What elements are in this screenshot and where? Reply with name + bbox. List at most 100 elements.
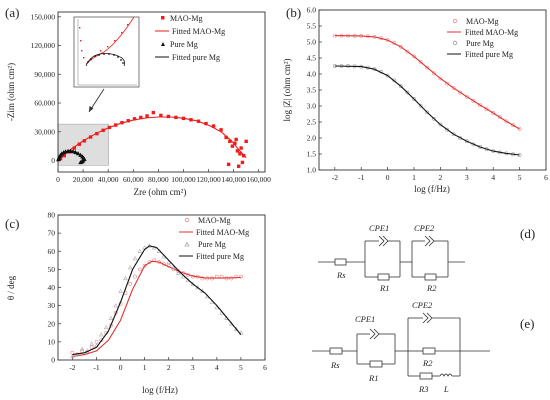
- x-tick-label: 2: [439, 173, 443, 182]
- legend-label-mao-mg: MAO-Mg: [466, 17, 498, 26]
- data-point-pure-mg: [79, 346, 85, 351]
- data-point-mao-mg: [418, 59, 423, 64]
- data-point-mao-mg: [166, 114, 171, 119]
- x-tick-label: 140,000: [221, 175, 246, 184]
- x-tick-label: 1: [412, 173, 416, 182]
- data-point-mao-mg: [478, 103, 482, 107]
- x-axis-label-b: log (f/Hz): [414, 184, 450, 194]
- data-point-pure-mg: [89, 341, 95, 346]
- data-point-mao-mg: [244, 139, 248, 144]
- y-tick-label: 80: [48, 211, 56, 220]
- y-tick-label: 40: [48, 283, 56, 292]
- y-tick-label: 90,000: [34, 70, 55, 79]
- panel-label-a: (a): [5, 5, 19, 20]
- data-point-mao-mg: [458, 90, 463, 95]
- series-line-fitted-pure-mg: [334, 65, 520, 156]
- label-r1: R1: [379, 283, 389, 293]
- data-point-mao-mg: [438, 76, 443, 81]
- label-cpe1: CPE1: [369, 223, 389, 233]
- data-point-pure-mg: [123, 276, 128, 281]
- legend-label-pure-mg: Pure Mg: [170, 40, 198, 49]
- plot-frame-b: [318, 9, 547, 171]
- data-point-mao-mg: [145, 114, 149, 118]
- x-tick-label: -1: [93, 363, 99, 372]
- data-point-mao-mg: [137, 267, 142, 272]
- data-point-mao-mg: [151, 110, 156, 115]
- data-point-mao-mg: [398, 44, 403, 49]
- data-point-mao-mg: [451, 86, 456, 90]
- y-tick-label: 5.5: [307, 22, 317, 31]
- data-point-mao-mg: [234, 137, 238, 142]
- data-point-mao-mg: [72, 146, 77, 150]
- legend-marker-mao-mg: [161, 16, 165, 20]
- data-point-pure-mg: [113, 303, 119, 308]
- data-point-mao-mg: [431, 71, 436, 76]
- panel-label-e: (e): [520, 316, 534, 331]
- data-point-mao-mg: [235, 149, 240, 153]
- resistor-r3: [419, 372, 433, 380]
- cpe2-element: [422, 312, 433, 324]
- data-point-mao-mg: [239, 146, 243, 150]
- resistor-rs: [334, 258, 347, 266]
- y-tick-label: 3.0: [307, 102, 317, 111]
- label-rs: Rs: [336, 270, 346, 280]
- data-point-mao-mg: [511, 123, 515, 128]
- label-r2: R2: [422, 358, 433, 368]
- series-line-fitted-mao-mg: [72, 260, 241, 357]
- data-point-mao-mg: [491, 111, 496, 115]
- y-tick-label: 5.0: [307, 38, 317, 47]
- data-point-pure-mg: [118, 288, 123, 293]
- x-tick-label: 40,000: [98, 175, 119, 184]
- data-point-pure-mg: [385, 73, 390, 78]
- resistor-r2: [424, 273, 437, 281]
- legend-marker-mao-mg: [184, 217, 190, 223]
- x-tick-label: 3: [465, 173, 469, 182]
- data-point-pure-mg: [464, 139, 469, 144]
- legend-label-pure-mg: Pure Mg: [466, 39, 494, 48]
- data-point-mao-mg: [219, 128, 223, 132]
- y-axis-label-c: θ / deg: [6, 275, 16, 300]
- resistor-r1: [377, 273, 390, 281]
- panel-label-d: (d): [520, 226, 535, 241]
- data-point-mao-mg: [239, 274, 243, 279]
- x-tick-label: -2: [332, 173, 338, 182]
- legend-a: MAO-Mg Fitted MAO-Mg Pure Mg Fitted pure…: [155, 14, 225, 62]
- label-cpe2: CPE2: [412, 300, 433, 310]
- legend-label-fitted-pure-mg: Fitted pure Mg: [196, 252, 244, 261]
- data-point-pure-mg: [405, 90, 410, 95]
- data-point-mao-mg: [139, 115, 143, 120]
- inset-fitted-pure: [85, 53, 126, 67]
- data-point-mao-mg: [240, 160, 245, 165]
- y-tick-label: 4.0: [307, 70, 317, 79]
- legend-label-fitted-mao-mg: Fitted MAO-Mg: [172, 27, 225, 36]
- x-tick-label: 2: [167, 363, 171, 372]
- x-tick-label: 4: [215, 363, 219, 372]
- legend-marker-pure-mg: [184, 241, 190, 247]
- cpe1-element: [369, 328, 380, 340]
- data-point-mao-mg: [464, 94, 469, 99]
- y-tick-label: 2.0: [307, 134, 317, 143]
- data-point-pure-mg: [418, 103, 423, 108]
- data-point-pure-mg: [451, 132, 456, 137]
- legend-label-fitted-pure-mg: Fitted pure Mg: [172, 53, 220, 62]
- data-point-mao-mg: [126, 119, 130, 123]
- x-tick-label: 120,000: [196, 175, 221, 184]
- y-tick-label: 20: [48, 319, 56, 328]
- x-tick-label: 6: [263, 363, 267, 372]
- legend-c: MAO-Mg Fitted MAO-Mg Pure Mg Fitted pure…: [179, 216, 249, 261]
- label-r3: R3: [418, 384, 428, 394]
- nyquist-chart: (a) 0 20,000 40,000 60,000 80,000 100,000 120,…: [5, 5, 271, 197]
- x-tick-label: 0: [56, 175, 60, 184]
- y-tick-label: 60: [48, 247, 56, 256]
- legend-label-mao-mg: MAO-Mg: [198, 216, 230, 225]
- label-r2: R2: [426, 283, 437, 293]
- cpe1-element: [378, 235, 389, 247]
- y-tick-label: 3.5: [307, 86, 317, 95]
- data-point-pure-mg: [132, 256, 138, 261]
- y-tick-label: 0: [51, 356, 55, 365]
- label-cpe1: CPE1: [355, 314, 375, 324]
- x-axis-label-c: log (f/Hz): [142, 385, 178, 395]
- legend-label-mao-mg: MAO-Mg: [170, 14, 202, 23]
- y-tick-label: 30: [48, 301, 56, 310]
- x-axis-label-a: Zre (ohm cm²): [134, 187, 187, 197]
